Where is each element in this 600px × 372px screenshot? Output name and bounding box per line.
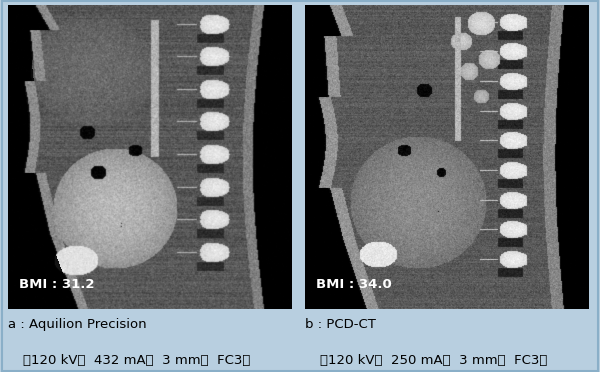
Text: BMI : 31.2: BMI : 31.2 [19, 278, 95, 291]
Text: （120 kV，  432 mA，  3 mm，  FC3）: （120 kV， 432 mA， 3 mm， FC3） [23, 354, 250, 367]
Text: b : PCD-CT: b : PCD-CT [305, 318, 376, 331]
Text: （120 kV，  250 mA，  3 mm，  FC3）: （120 kV， 250 mA， 3 mm， FC3） [320, 354, 547, 367]
Text: BMI : 34.0: BMI : 34.0 [316, 278, 392, 291]
Text: a : Aquilion Precision: a : Aquilion Precision [8, 318, 146, 331]
